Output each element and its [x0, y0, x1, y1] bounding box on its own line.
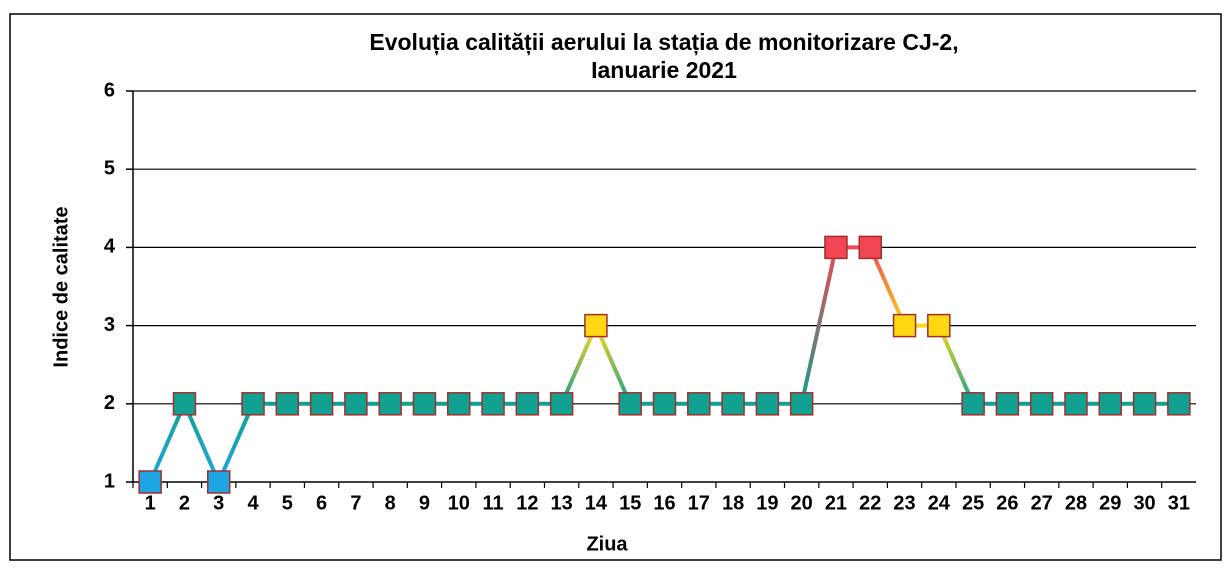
marker: [618, 392, 642, 416]
marker: [241, 392, 265, 416]
y-tick-label: 4: [104, 236, 116, 258]
x-tick-label: 17: [688, 492, 710, 514]
marker: [309, 392, 334, 416]
marker: [927, 313, 951, 338]
x-tick-label: 13: [551, 492, 573, 514]
y-tick-label: 3: [104, 314, 115, 336]
marker: [1167, 392, 1191, 416]
x-tick-label: 19: [756, 492, 778, 514]
marker: [892, 313, 917, 338]
chart-title: Ianuarie 2021: [591, 57, 737, 83]
y-tick-label: 6: [104, 79, 115, 101]
marker: [1029, 392, 1054, 416]
x-tick-label: 29: [1099, 492, 1121, 514]
x-tick-label: 28: [1065, 492, 1087, 514]
x-tick-label: 15: [619, 492, 641, 514]
x-tick-label: 24: [928, 492, 951, 514]
x-tick-label: 6: [316, 492, 327, 514]
marker: [172, 392, 197, 416]
x-tick-label: 12: [516, 492, 538, 514]
marker: [961, 392, 985, 416]
x-tick-label: 16: [653, 492, 675, 514]
line-segment: [216, 403, 255, 483]
x-tick-label: 8: [385, 492, 396, 514]
x-tick-label: 7: [350, 492, 361, 514]
x-tick-label: 14: [585, 492, 608, 514]
marker: [789, 392, 814, 416]
marker: [481, 392, 505, 416]
x-tick-label: 3: [213, 492, 224, 514]
marker: [1098, 392, 1123, 416]
marker: [447, 392, 471, 416]
marker: [206, 470, 231, 494]
y-tick-label: 5: [104, 157, 115, 179]
marker: [584, 313, 608, 338]
x-tick-label: 2: [179, 492, 190, 514]
marker: [652, 392, 677, 416]
marker: [995, 392, 1020, 416]
line-segment: [594, 324, 633, 405]
marker: [412, 392, 437, 416]
x-tick-label: 11: [482, 492, 503, 514]
line-segment: [148, 403, 187, 483]
x-tick-label: 5: [282, 492, 293, 514]
x-axis-label: Ziua: [586, 533, 628, 555]
frame: [9, 13, 1222, 561]
line-segment: [559, 324, 598, 405]
x-tick-label: 27: [1031, 492, 1053, 514]
x-tick-label: 18: [722, 492, 744, 514]
marker: [687, 392, 711, 416]
line-segment: [868, 246, 907, 327]
marker: [138, 470, 162, 494]
marker: [721, 392, 745, 416]
y-tick-label: 1: [104, 470, 115, 492]
y-axis-label: Indice de calitate: [50, 206, 72, 367]
x-tick-label: 22: [859, 492, 881, 514]
marker: [515, 392, 540, 416]
marker: [858, 235, 882, 260]
x-tick-label: 4: [247, 492, 259, 514]
marker: [378, 392, 402, 416]
marker: [344, 392, 368, 416]
x-tick-label: 31: [1168, 492, 1190, 514]
y-tick-label: 2: [104, 392, 115, 414]
line-segment: [936, 324, 975, 405]
x-tick-label: 21: [825, 492, 847, 514]
marker: [275, 392, 300, 416]
x-tick-label: 9: [419, 492, 430, 514]
x-tick-label: 1: [145, 492, 156, 514]
line-segment: [799, 246, 838, 405]
x-tick-label: 25: [962, 492, 984, 514]
chart-title: Evoluția calității aerului la stația de …: [369, 29, 958, 56]
marker: [549, 392, 574, 416]
x-tick-label: 26: [996, 492, 1018, 514]
x-tick-label: 23: [893, 492, 915, 514]
marker: [824, 235, 848, 260]
marker: [1132, 392, 1157, 416]
x-tick-label: 20: [791, 492, 813, 514]
x-tick-label: 10: [448, 492, 470, 514]
x-tick-label: 30: [1133, 492, 1155, 514]
marker: [755, 392, 780, 416]
line-segment: [182, 402, 221, 483]
marker: [1064, 392, 1088, 416]
